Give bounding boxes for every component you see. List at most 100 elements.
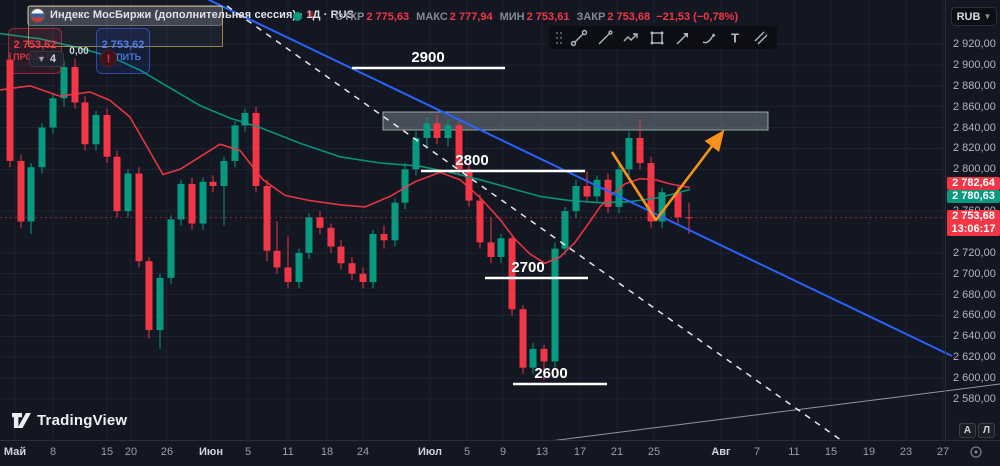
buy-price: 2 753,62: [101, 39, 145, 51]
price-tick: 2 640,00: [953, 330, 996, 343]
time-tick: 24: [356, 446, 370, 458]
last-price-label: 2 753,68 13:06:17: [947, 210, 1000, 236]
ma-slow-line: [0, 32, 691, 204]
time-tick: 13: [535, 446, 549, 458]
rectangle-icon[interactable]: [645, 27, 669, 48]
alert-menu-icon[interactable]: ≡: [307, 7, 315, 21]
scale-button-А[interactable]: А: [959, 423, 976, 438]
ma-fast-price-label: 2 782,64: [947, 177, 1000, 190]
price-tick: 2 700,00: [953, 267, 996, 280]
level-label-2900: 2900: [411, 49, 444, 66]
time-tick: 20: [124, 446, 138, 458]
parallel-channel-icon[interactable]: [749, 27, 773, 48]
chevron-down-icon: ▼: [983, 12, 992, 21]
drawing-toolbar: T: [549, 26, 777, 49]
time-tick: Июн: [199, 446, 223, 458]
buy-label: КУПИТЬ: [104, 52, 142, 62]
ohlc-field-value: 2 775,63: [366, 11, 410, 23]
chevron-down-icon: ▼: [37, 54, 46, 64]
ohlc-values-row: ОТКР 2 775,63 МАКС 2 777,94 МИН 2 753,61 ЗАКР 2…: [328, 11, 738, 23]
time-tick: 15: [100, 446, 114, 458]
ray-line-icon[interactable]: [593, 27, 617, 48]
candles: [6, 52, 693, 381]
arrow-icon[interactable]: [671, 27, 695, 48]
time-scale[interactable]: Май 8 15 20 26 Июн 5 11 18 24 Июл 5 9 13 17 21 25 Авг 7 11 1…: [0, 440, 1000, 466]
drag-handle-icon[interactable]: [553, 27, 565, 48]
polyline-arrow-icon[interactable]: [619, 27, 643, 48]
ohlc-field-value: 2 753,68: [607, 11, 651, 23]
ohlc-field-label: ЗАКР: [576, 11, 606, 23]
trade-panel: 2 753,62 ПРОДАТЬ 0,00 2 753,62 КУПИТЬ: [8, 28, 150, 74]
price-tick: 2 660,00: [953, 309, 996, 322]
price-tick: 2 860,00: [953, 100, 996, 113]
scale-button-Л[interactable]: Л: [978, 423, 995, 438]
spread-value: 0,00: [69, 45, 89, 57]
tradingview-logo-icon: [12, 413, 31, 428]
time-tick: 25: [647, 446, 661, 458]
text-icon[interactable]: T: [723, 27, 747, 48]
objects-count: 4: [49, 53, 57, 65]
ma-slow-price-label: 2 780,63: [947, 190, 1000, 203]
legend-selection-box: [28, 6, 223, 47]
time-tick: Июл: [417, 446, 443, 458]
market-status-dot-icon: [293, 12, 302, 21]
price-tick: 2 600,00: [953, 372, 996, 385]
time-tick: 18: [320, 446, 334, 458]
price-tick: 2 820,00: [953, 142, 996, 155]
russia-flag-icon: [30, 8, 45, 23]
legend-row: Индекс МосБиржи (дополнительная сессия) …: [0, 0, 1000, 26]
time-tick: 7: [753, 446, 761, 458]
time-tick: Авг: [711, 446, 731, 458]
ohlc-field-value: 2 753,61: [526, 11, 570, 23]
time-tick: 19: [862, 446, 876, 458]
tradingview-logo[interactable]: TradingView: [12, 412, 127, 429]
time-tick: 26: [160, 446, 174, 458]
level-label-2800: 2800: [455, 152, 488, 169]
time-tick: 9: [499, 446, 507, 458]
price-tick: 2 680,00: [953, 288, 996, 301]
price-tick: 2 880,00: [953, 79, 996, 92]
price-tick: 2 900,00: [953, 58, 996, 71]
trend-line-icon[interactable]: [567, 27, 591, 48]
ohlc-field-value: 2 777,94: [449, 11, 493, 23]
time-tick: 11: [282, 446, 294, 458]
brush-icon[interactable]: [697, 27, 721, 48]
currency-selector[interactable]: RUB ▼: [951, 7, 997, 26]
price-tick: 2 800,00: [953, 163, 996, 176]
time-tick: 11: [788, 446, 800, 458]
time-tick: Май: [3, 446, 27, 458]
time-tick: 15: [824, 446, 838, 458]
alert-badge[interactable]: !: [100, 50, 117, 67]
level-label-2700: 2700: [511, 259, 544, 276]
price-tick: 2 580,00: [953, 392, 996, 405]
ma-fast-line: [0, 85, 691, 265]
descending-trendline-blue: [206, 0, 953, 357]
time-tick: 27: [936, 446, 950, 458]
ohlc-field-label: ОТКР: [335, 11, 365, 23]
forecast-arrow: [610, 129, 725, 222]
price-tick: 2 840,00: [953, 121, 996, 134]
symbol-legend-pill[interactable]: [27, 5, 223, 26]
objects-collapse-button[interactable]: ▼ 4: [29, 51, 65, 67]
price-tick: 2 920,00: [953, 38, 996, 50]
price-tick: 2 720,00: [953, 246, 996, 259]
sell-price: 2 753,62: [13, 39, 57, 51]
ohlc-field-label: МИН: [499, 11, 525, 23]
tradingview-logo-text: TradingView: [37, 412, 128, 429]
time-tick: 5: [463, 446, 471, 458]
price-tick: 2 620,00: [953, 351, 996, 364]
time-tick: 21: [610, 446, 624, 458]
time-tick: 8: [49, 446, 57, 458]
time-tick: 23: [899, 446, 913, 458]
descending-trendline-dashed: [226, 5, 863, 456]
change-value: −21,53 (−0,78%): [656, 11, 739, 23]
level-label-2600: 2600: [534, 365, 567, 382]
currency-label: RUB: [956, 10, 981, 23]
ohlc-field-label: МАКС: [416, 11, 448, 23]
time-tick: 17: [573, 446, 587, 458]
scroll-to-realtime-icon[interactable]: [969, 445, 983, 459]
symbol-title[interactable]: Индекс МосБиржи (дополнительная сессия) …: [50, 9, 355, 21]
price-scale[interactable]: RUB ▼ 2 920,00 2 900,00 2 880,00 2 860,00 2 …: [945, 0, 1000, 440]
